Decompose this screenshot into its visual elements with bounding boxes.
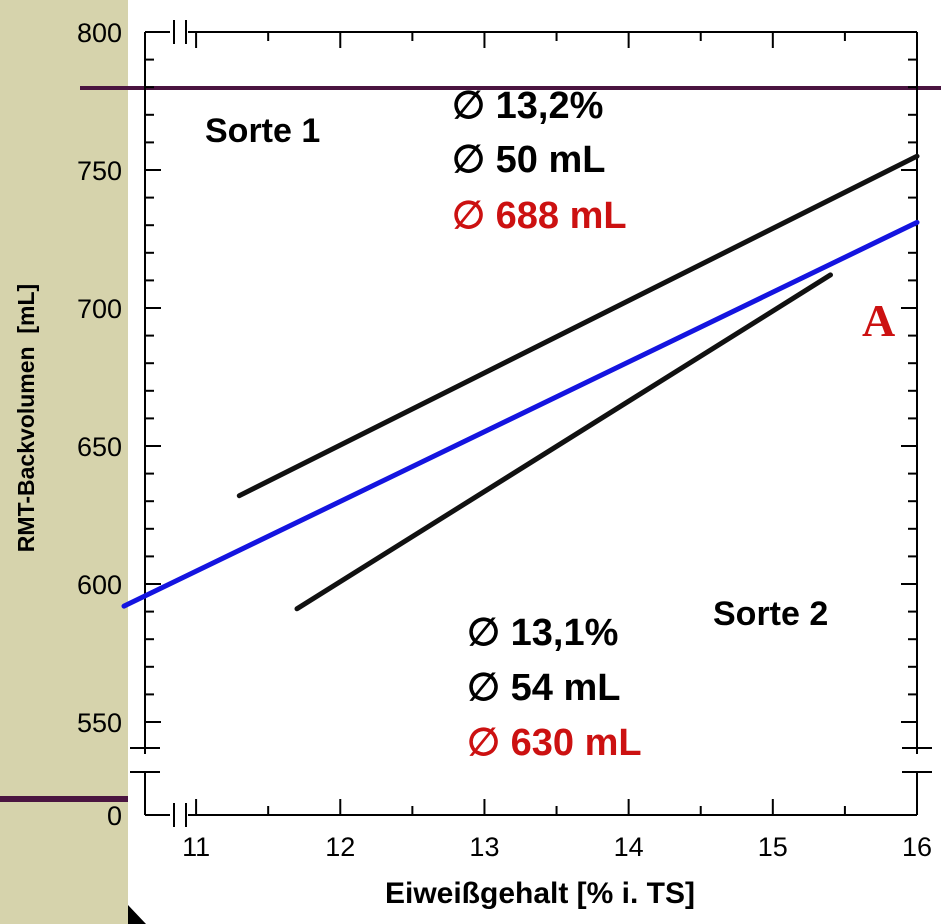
- panel-letter: A: [862, 295, 895, 346]
- sorte1-stat-protein: ∅ 13,2%: [452, 85, 603, 127]
- x-tick-label: 13: [469, 832, 499, 862]
- axis-break-marks: [130, 20, 932, 827]
- sorte1-stat-sd: ∅ 50 mL: [452, 139, 605, 181]
- tick-marks: [145, 31, 918, 815]
- y-tick-label: 650: [77, 432, 122, 462]
- sorte2-stat-sd: ∅ 54 mL: [467, 667, 620, 709]
- plot-frame: [144, 31, 918, 816]
- series-line-2: [121, 219, 920, 609]
- y-tick-label: 0: [107, 801, 122, 831]
- series-line-1: [236, 153, 920, 499]
- x-tick-label: 11: [182, 832, 210, 862]
- y-tick-label: 750: [77, 156, 122, 186]
- sorte2-label: Sorte 2: [713, 595, 828, 633]
- sorte1-label: Sorte 1: [205, 112, 320, 150]
- sorte2-stat-volume: ∅ 630 mL: [467, 722, 642, 764]
- y-tick-label: 800: [77, 18, 122, 48]
- tick-labels: 11 12 13 14 15 16 800 750 700 650 600 550 0: [77, 18, 932, 862]
- sorte2-stat-protein: ∅ 13,1%: [467, 612, 618, 654]
- y-tick-label: 600: [77, 570, 122, 600]
- y-axis-label: RMT-Backvolumen [mL]: [13, 284, 39, 552]
- sorte1-stat-volume: ∅ 688 mL: [452, 195, 627, 237]
- y-tick-label: 700: [77, 294, 122, 324]
- y-tick-label: 550: [77, 708, 122, 738]
- x-tick-label: 15: [758, 832, 788, 862]
- series-line-3: [294, 272, 833, 612]
- series-layer: [121, 153, 920, 612]
- x-tick-label: 16: [902, 832, 932, 862]
- x-tick-label: 12: [325, 832, 355, 862]
- cursor-arrow-icon: [128, 905, 146, 924]
- x-axis-label: Eiweißgehalt [% i. TS]: [385, 877, 695, 910]
- x-tick-label: 14: [614, 832, 644, 862]
